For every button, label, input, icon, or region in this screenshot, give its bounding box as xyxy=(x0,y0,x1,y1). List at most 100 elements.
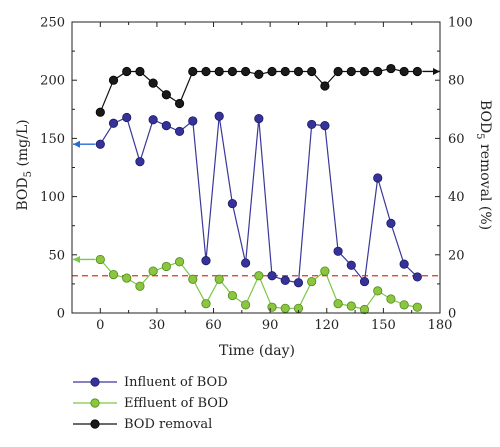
data-point-removal xyxy=(267,66,277,77)
data-point-influent xyxy=(254,114,264,124)
data-point-influent xyxy=(122,112,132,123)
data-point-influent xyxy=(267,271,277,281)
data-point-removal xyxy=(254,69,264,79)
y-left-tick-label: 150 xyxy=(40,132,65,147)
data-point-influent xyxy=(320,120,330,131)
y-left-tick-label: 200 xyxy=(40,74,65,89)
data-point-removal xyxy=(214,66,224,77)
data-point-influent xyxy=(188,116,198,126)
data-point-effluent xyxy=(201,299,211,309)
y-left-tick-label: 0 xyxy=(57,307,65,322)
data-point-influent xyxy=(346,260,356,270)
data-point-removal xyxy=(122,66,132,77)
data-point-influent xyxy=(174,126,185,137)
data-point-influent xyxy=(359,276,370,287)
data-point-effluent xyxy=(386,294,396,304)
data-point-removal xyxy=(307,66,317,77)
data-point-removal xyxy=(412,66,422,77)
data-point-effluent xyxy=(346,301,356,311)
series-group xyxy=(73,63,440,315)
data-point-effluent xyxy=(148,266,158,276)
data-point-effluent xyxy=(399,300,409,310)
x-tick-label: 180 xyxy=(428,318,453,333)
data-point-influent xyxy=(227,198,238,209)
data-point-influent xyxy=(148,115,158,125)
legend-label-influent: Influent of BOD xyxy=(124,375,228,390)
data-point-effluent xyxy=(122,273,132,283)
data-point-influent xyxy=(293,278,304,288)
data-point-influent xyxy=(201,256,211,266)
y-axis-right-label: BOD5 removal (%) xyxy=(474,100,493,230)
data-point-effluent xyxy=(241,300,251,310)
data-point-removal xyxy=(227,66,238,77)
data-point-effluent xyxy=(373,286,383,296)
data-point-removal xyxy=(95,107,105,117)
data-point-effluent xyxy=(254,271,264,281)
data-point-effluent xyxy=(135,281,145,291)
data-point-influent xyxy=(386,218,396,228)
removal-axis-arrow-head xyxy=(433,67,440,75)
data-point-removal xyxy=(293,66,304,77)
data-point-influent xyxy=(412,272,422,282)
data-point-removal xyxy=(399,66,409,77)
data-point-removal xyxy=(241,66,251,77)
x-tick-label: 120 xyxy=(314,318,339,333)
legend-label-removal: BOD removal xyxy=(124,417,212,432)
data-point-influent xyxy=(161,120,171,131)
data-point-effluent xyxy=(359,304,370,315)
data-point-influent xyxy=(333,246,343,256)
data-point-removal xyxy=(333,66,343,77)
svg-text:BOD5 (mg/L): BOD5 (mg/L) xyxy=(15,119,34,210)
data-point-effluent xyxy=(95,254,105,265)
data-point-influent xyxy=(135,157,145,167)
data-point-removal xyxy=(148,78,158,88)
x-tick-label: 0 xyxy=(96,318,104,333)
data-point-influent xyxy=(95,139,105,149)
series-line-influent xyxy=(99,116,418,284)
data-point-influent xyxy=(108,118,119,128)
data-point-effluent xyxy=(227,290,238,301)
data-point-effluent xyxy=(108,269,119,280)
data-point-effluent xyxy=(280,303,290,313)
data-point-removal xyxy=(201,66,211,77)
data-point-effluent xyxy=(320,266,330,276)
x-tick-label: 150 xyxy=(371,318,396,333)
y-right-tick-label: 40 xyxy=(448,190,465,205)
y-left-tick-label: 100 xyxy=(40,190,65,205)
y-left-tick-label: 250 xyxy=(40,16,65,31)
series-line-effluent xyxy=(99,259,418,311)
x-tick-label: 90 xyxy=(262,318,279,333)
data-point-removal xyxy=(359,66,370,77)
data-point-removal xyxy=(373,66,383,77)
y-axis-left-label: BOD5 (mg/L) xyxy=(15,119,34,210)
svg-text:BOD5 removal (%): BOD5 removal (%) xyxy=(474,100,493,230)
axes-group: 0 30 60 90 120 150 180050100150200250020406080… xyxy=(40,16,473,334)
plot-frame xyxy=(71,21,441,314)
effluent-axis-arrow-head xyxy=(73,255,80,263)
data-point-effluent xyxy=(161,261,171,272)
legend-item-removal: BOD removal xyxy=(73,417,212,432)
x-tick-label: 30 xyxy=(149,318,166,333)
data-point-effluent xyxy=(188,274,198,284)
influent-axis-arrow-head xyxy=(73,140,80,148)
y-left-tick-label: 50 xyxy=(48,248,65,263)
data-point-removal xyxy=(320,81,330,91)
data-point-effluent xyxy=(214,274,224,284)
data-point-removal xyxy=(188,66,198,77)
legend: Influent of BOD Effluent of BOD BOD remo… xyxy=(73,375,228,432)
legend-label-effluent: Effluent of BOD xyxy=(124,396,228,411)
data-point-removal xyxy=(135,66,145,77)
y-right-tick-label: 80 xyxy=(448,74,465,89)
y-right-tick-label: 60 xyxy=(448,132,465,147)
y-right-tick-label: 0 xyxy=(448,307,456,322)
data-point-removal xyxy=(280,66,290,77)
data-point-effluent xyxy=(267,302,277,312)
data-point-influent xyxy=(214,111,224,121)
data-point-removal xyxy=(386,63,396,74)
x-axis-label: Time (day) xyxy=(219,343,295,359)
data-point-removal xyxy=(346,66,356,77)
data-point-effluent xyxy=(174,257,185,267)
data-point-influent xyxy=(307,119,317,130)
data-point-effluent xyxy=(412,302,422,312)
